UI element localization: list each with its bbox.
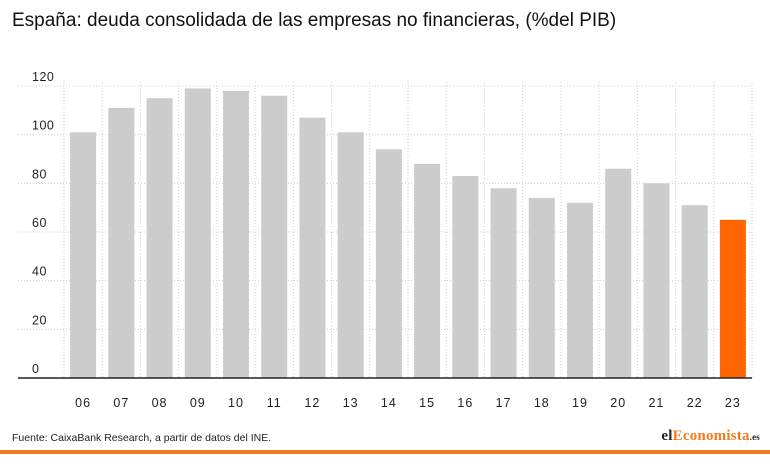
bar	[146, 98, 173, 379]
x-tick-label: 19	[572, 396, 588, 410]
x-tick-label: 18	[534, 396, 550, 410]
x-tick-label: 06	[75, 396, 91, 410]
x-tick-label: 10	[228, 396, 244, 410]
bar	[605, 168, 632, 378]
y-tick-label: 20	[32, 313, 47, 327]
bar	[299, 117, 326, 378]
brand-prefix: el	[661, 428, 673, 444]
brand-logo: elEconomista.es	[661, 428, 760, 445]
bar	[681, 205, 708, 378]
bar	[223, 90, 249, 378]
y-tick-label: 80	[32, 167, 47, 181]
x-tick-label: 09	[190, 396, 206, 410]
x-tick-label: 20	[610, 396, 626, 410]
bar	[414, 163, 441, 378]
y-tick-label: 100	[32, 119, 54, 133]
bar	[108, 107, 135, 379]
y-tick-label: 40	[32, 265, 47, 279]
bar	[452, 176, 479, 378]
x-tick-label: 22	[687, 396, 703, 410]
x-tick-label: 14	[381, 396, 397, 410]
bar	[643, 183, 670, 378]
bar	[184, 88, 211, 378]
x-tick-label: 23	[725, 396, 741, 410]
x-tick-label: 08	[152, 396, 168, 410]
x-tick-label: 16	[457, 396, 473, 410]
x-tick-label: 12	[304, 396, 320, 410]
brand-accent: Economista	[672, 428, 750, 444]
source-note: Fuente: CaixaBank Research, a partir de …	[12, 432, 272, 444]
x-tick-label: 17	[496, 396, 512, 410]
bar	[70, 132, 97, 378]
y-tick-label: 0	[32, 362, 39, 376]
chart-title: España: deuda consolidada de las empresa…	[12, 10, 617, 31]
bar	[719, 219, 746, 378]
x-tick-label: 15	[419, 396, 435, 410]
x-tick-label: 11	[267, 396, 282, 410]
bar	[375, 149, 402, 378]
y-tick-label: 60	[32, 216, 47, 230]
bar	[490, 188, 517, 378]
bottom-rule	[0, 450, 770, 454]
x-tick-label: 07	[113, 396, 129, 410]
bar	[528, 197, 555, 378]
bar	[337, 132, 364, 378]
y-tick-label: 120	[32, 70, 54, 84]
x-tick-label: 13	[343, 396, 359, 410]
x-tick-label: 21	[648, 396, 664, 410]
brand-suffix: .es	[749, 432, 760, 442]
bar-chart: 0 20 40 60 80 100 120 06 07 08 09 10 11 12 13 14 15 16 17 1…	[18, 70, 753, 410]
bar	[567, 202, 593, 378]
bar	[261, 95, 288, 378]
